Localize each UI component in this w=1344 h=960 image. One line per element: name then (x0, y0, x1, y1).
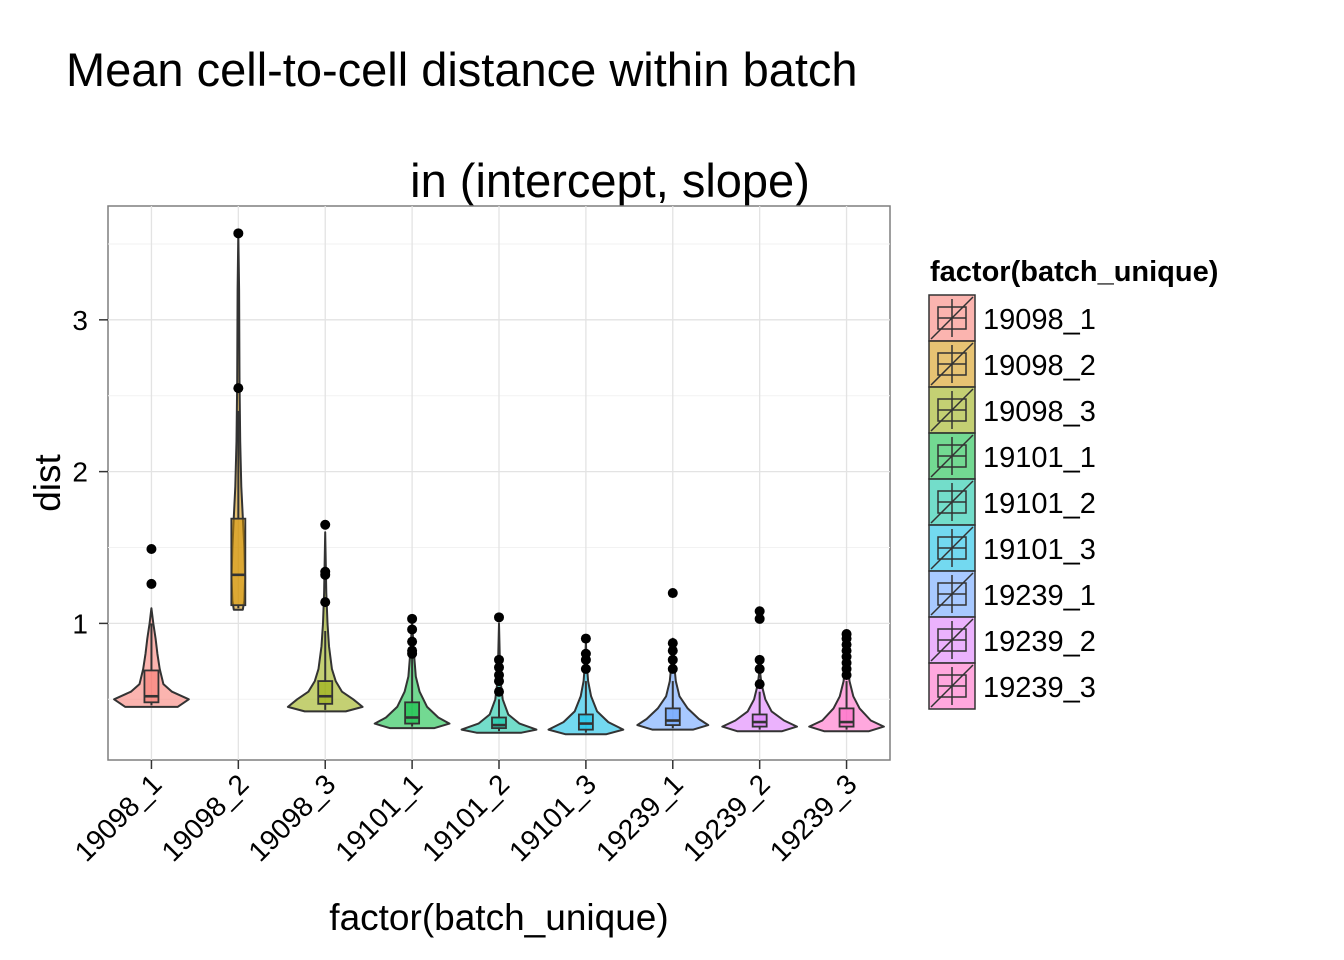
outlier-point (320, 597, 331, 608)
violins-layer (113, 228, 885, 736)
outlier-point (407, 613, 418, 624)
violin-19239_2 (721, 606, 798, 733)
legend-key-slash (930, 388, 974, 432)
violin-19098_1 (113, 544, 190, 708)
box (317, 680, 334, 705)
outlier-point (494, 612, 504, 623)
outlier-point (407, 645, 418, 656)
y-tick-label: 2 (72, 457, 88, 488)
legend-item-19239_3: 19239_3 (928, 662, 1096, 710)
y-tick-label: 1 (72, 608, 88, 639)
y-axis-label: dist (27, 453, 68, 511)
outlier-point (494, 662, 504, 673)
legend-item-19239_2: 19239_2 (928, 616, 1096, 664)
outlier-point (494, 654, 504, 665)
outlier-point (754, 654, 765, 665)
outlier-point (233, 228, 244, 239)
outlier-point (146, 544, 157, 555)
chart-title-line2: in (intercept, slope) (410, 154, 810, 207)
violin-19098_3 (286, 519, 364, 713)
outlier-point (494, 670, 504, 681)
x-tick-label: 19098_1 (69, 768, 168, 867)
outlier-point (754, 663, 765, 674)
legend-label: 19239_3 (983, 672, 1096, 704)
legend: 19098_1 19098_2 19098_3 19101_1 19101_2 19101… (928, 294, 1096, 710)
y-axis: 1 2 3 (72, 305, 108, 639)
box (230, 517, 247, 607)
outlier-point (580, 633, 591, 644)
legend-label: 19098_3 (983, 396, 1096, 428)
outlier-point (754, 679, 765, 690)
legend-item-19239_1: 19239_1 (928, 570, 1096, 618)
legend-label: 19098_2 (983, 350, 1096, 382)
x-tick-label: 19101_2 (416, 768, 515, 867)
violin-19101_1 (373, 613, 451, 730)
legend-title: factor(batch_unique) (930, 256, 1218, 288)
legend-key-slash (930, 664, 974, 708)
outlier-point (841, 629, 852, 640)
box (577, 713, 594, 731)
box (143, 669, 160, 704)
box (838, 707, 855, 728)
outlier-point (667, 663, 678, 674)
legend-label: 19239_2 (983, 626, 1096, 658)
violin-body (286, 531, 364, 713)
legend-label: 19101_3 (983, 534, 1096, 566)
x-axis-label: factor(batch_unique) (329, 897, 668, 938)
legend-item-19101_1: 19101_1 (928, 432, 1096, 480)
x-tick-label: 19098_2 (156, 768, 255, 867)
x-tick-label: 19101_1 (329, 768, 428, 867)
legend-item-19098_1: 19098_1 (928, 294, 1096, 342)
x-tick-label: 19101_3 (503, 768, 602, 867)
legend-item-19101_2: 19101_2 (928, 478, 1096, 526)
legend-key-slash (930, 342, 974, 386)
outlier-point (146, 578, 157, 589)
box (404, 701, 421, 725)
outlier-point (580, 648, 591, 659)
legend-item-19101_3: 19101_3 (928, 524, 1096, 572)
violin-19239_3 (808, 629, 885, 733)
outlier-point (754, 606, 765, 617)
x-tick-label: 19098_3 (242, 768, 341, 867)
outlier-point (667, 638, 678, 649)
outlier-point (320, 566, 331, 577)
y-tick-label: 3 (72, 305, 88, 336)
chart-title-line1: Mean cell-to-cell distance within batch (66, 43, 858, 96)
outlier-point (494, 686, 504, 697)
outlier-point (667, 645, 678, 656)
outlier-point (754, 613, 765, 624)
legend-key-slash (930, 572, 974, 616)
outlier-point (667, 588, 678, 599)
outlier-point (320, 519, 331, 530)
outlier-point (667, 654, 678, 665)
legend-item-19098_3: 19098_3 (928, 386, 1096, 434)
outlier-point (233, 383, 244, 394)
violin-19101_3 (547, 633, 625, 736)
x-tick-label: 19239_3 (764, 768, 863, 867)
box (491, 716, 507, 730)
legend-label: 19101_1 (983, 442, 1096, 474)
legend-label: 19101_2 (983, 488, 1096, 520)
legend-key-slash (930, 526, 974, 570)
violin-19101_2 (460, 612, 538, 734)
violin-19098_2 (230, 228, 247, 611)
legend-key-slash (930, 480, 974, 524)
legend-item-19098_2: 19098_2 (928, 340, 1096, 388)
x-axis: 19098_119098_219098_319101_119101_219101… (69, 760, 863, 867)
box (751, 713, 768, 728)
violin-19239_1 (636, 588, 710, 731)
box (664, 707, 681, 726)
legend-key-slash (930, 296, 974, 340)
legend-key-slash (930, 618, 974, 662)
x-tick-label: 19239_1 (590, 768, 689, 867)
x-tick-label: 19239_2 (677, 768, 776, 867)
outlier-point (407, 636, 418, 647)
legend-label: 19239_1 (983, 580, 1096, 612)
legend-label: 19098_1 (983, 304, 1096, 336)
legend-key-slash (930, 434, 974, 478)
outlier-point (580, 663, 591, 674)
outlier-point (407, 624, 418, 635)
